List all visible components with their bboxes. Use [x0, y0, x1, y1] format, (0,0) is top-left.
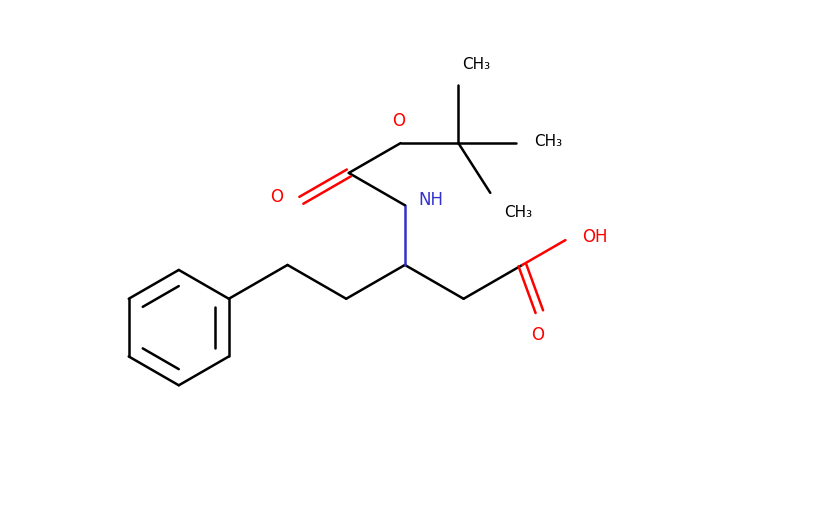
Text: CH₃: CH₃ [534, 133, 562, 149]
Text: CH₃: CH₃ [462, 56, 491, 71]
Text: OH: OH [583, 228, 608, 246]
Text: O: O [271, 188, 284, 206]
Text: NH: NH [419, 191, 444, 209]
Text: CH₃: CH₃ [504, 205, 532, 220]
Text: O: O [392, 112, 405, 130]
Text: O: O [531, 326, 544, 344]
